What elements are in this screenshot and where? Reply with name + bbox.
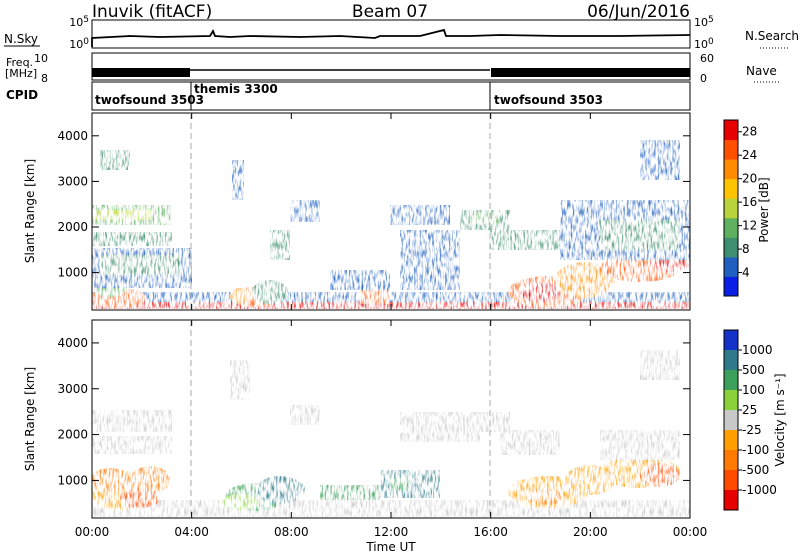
y-tick-label: 2000 xyxy=(57,220,88,234)
colorbar-cell xyxy=(724,330,738,351)
colorbar-cell xyxy=(724,470,738,491)
colorbar-tick-label: 20 xyxy=(742,172,757,186)
colorbar-tick-label: 8 xyxy=(742,242,750,256)
nsky-trace xyxy=(91,28,691,47)
colorbar-cell xyxy=(724,139,738,160)
cpid-segment-3: twofsound 3503 xyxy=(494,93,603,107)
beam-title: Beam 07 xyxy=(352,2,428,22)
colorbar-cell xyxy=(724,450,738,471)
nsearch-label: N.Search xyxy=(745,29,799,43)
colorbar-cell xyxy=(724,390,738,411)
y-tick-label: 1000 xyxy=(57,266,88,280)
x-tick-label: 16:00 xyxy=(473,525,508,539)
velocity-y-axis-label: Slant Range [km] xyxy=(23,367,37,471)
y-tick-label: 4000 xyxy=(57,336,88,350)
power-panel: Slant Range [km] 1000 2000 3000 4000 xyxy=(23,112,691,311)
colorbar-tick-label: 1000 xyxy=(742,343,773,357)
y-tick-label: 3000 xyxy=(57,174,88,188)
colorbar-cell xyxy=(724,237,738,258)
station-title: Inuvik (fitACF) xyxy=(92,2,212,22)
colorbar-tick-label: -1000 xyxy=(742,483,777,497)
colorbar-tick-label: 500 xyxy=(742,363,765,377)
y-tick-label: 4000 xyxy=(57,129,88,143)
velocity-x-axis-label: Time UT xyxy=(365,540,416,554)
freq-strip: Freq. [MHz] 10 8 60 0 Nave xyxy=(5,52,780,85)
freq-band-1 xyxy=(92,68,190,77)
colorbar-tick-label: -500 xyxy=(742,463,769,477)
power-y-ticks: 1000 2000 3000 4000 xyxy=(57,129,690,280)
power-y-axis-label: Slant Range [km] xyxy=(23,159,37,263)
colorbar-tick-label: 24 xyxy=(742,148,757,162)
colorbar-cell xyxy=(724,159,738,180)
velocity-colorbar-label: Velocity [m s⁻¹] xyxy=(773,373,787,466)
velocity-y-ticks: 1000 2000 3000 4000 xyxy=(57,336,690,487)
colorbar-cell xyxy=(724,178,738,199)
freq-label: Freq. xyxy=(6,56,33,69)
colorbar-cell xyxy=(724,256,738,277)
colorbar-tick-label: 16 xyxy=(742,195,757,209)
nave-tick-top: 60 xyxy=(700,52,714,65)
colorbar-cell xyxy=(724,217,738,238)
power-x-ticks xyxy=(91,113,691,310)
x-tick-label: 08:00 xyxy=(274,525,309,539)
x-tick-label: 00:00 xyxy=(673,525,708,539)
cpid-strip: CPID twofsound 3503 themis 3300 twofsoun… xyxy=(6,81,691,111)
colorbar-tick-label: 12 xyxy=(742,219,757,233)
y-tick-label: 2000 xyxy=(57,428,88,442)
cpid-segment-1: twofsound 3503 xyxy=(95,93,204,107)
nsearch-tick-bottom: 100 xyxy=(694,37,714,51)
colorbar-cell xyxy=(724,410,738,431)
colorbar-tick-label: 4 xyxy=(742,266,750,280)
nave-tick-bottom: 0 xyxy=(700,72,707,85)
y-tick-label: 1000 xyxy=(57,473,88,487)
velocity-x-ticks: 00:00 04:00 08:00 12:00 16:00 20:00 00:00 xyxy=(75,320,708,539)
velocity-heatmap xyxy=(92,350,690,517)
date-title: 06/Jun/2016 xyxy=(587,2,690,22)
colorbar-tick-label: -100 xyxy=(742,443,769,457)
velocity-colorbar: 1000 500 100 25 -25 -100 -500 -1000 Velocity [m… xyxy=(723,329,787,511)
cpid-segment-2: themis 3300 xyxy=(194,82,278,96)
nsearch-tick-top: 105 xyxy=(694,15,714,29)
freq-unit: [MHz] xyxy=(5,67,37,80)
colorbar-cell xyxy=(724,120,738,141)
nave-label: Nave xyxy=(746,64,777,78)
freq-tick-top: 10 xyxy=(34,52,48,65)
x-tick-label: 00:00 xyxy=(75,525,110,539)
colorbar-cell xyxy=(724,430,738,451)
colorbar-cell xyxy=(724,370,738,391)
nsky-label: N.Sky xyxy=(4,32,38,46)
x-tick-label: 12:00 xyxy=(374,525,409,539)
colorbar-tick-label: 25 xyxy=(742,403,757,417)
freq-tick-bottom: 8 xyxy=(41,72,48,85)
freq-band-2 xyxy=(491,68,690,77)
x-tick-label: 04:00 xyxy=(174,525,209,539)
colorbar-cell xyxy=(724,350,738,371)
x-tick-label: 20:00 xyxy=(573,525,608,539)
colorbar-cell xyxy=(724,198,738,219)
nsky-tick-bottom: 100 xyxy=(69,37,89,51)
nsky-tick-top: 105 xyxy=(69,15,89,29)
colorbar-cell xyxy=(724,276,738,297)
y-tick-label: 3000 xyxy=(57,382,88,396)
colorbar-tick-label: 100 xyxy=(742,383,765,397)
colorbar-tick-label: 28 xyxy=(742,125,757,139)
nsky-strip: N.Sky 105 100 105 100 N.Search xyxy=(4,15,799,51)
colorbar-cell xyxy=(724,490,738,511)
cpid-label: CPID xyxy=(6,88,38,102)
power-colorbar-label: Power [dB] xyxy=(757,177,771,242)
power-colorbar: 4 8 12 16 20 24 28 Power [dB] xyxy=(723,119,771,297)
colorbar-tick-label: -25 xyxy=(742,423,762,437)
power-heatmap xyxy=(92,140,690,309)
